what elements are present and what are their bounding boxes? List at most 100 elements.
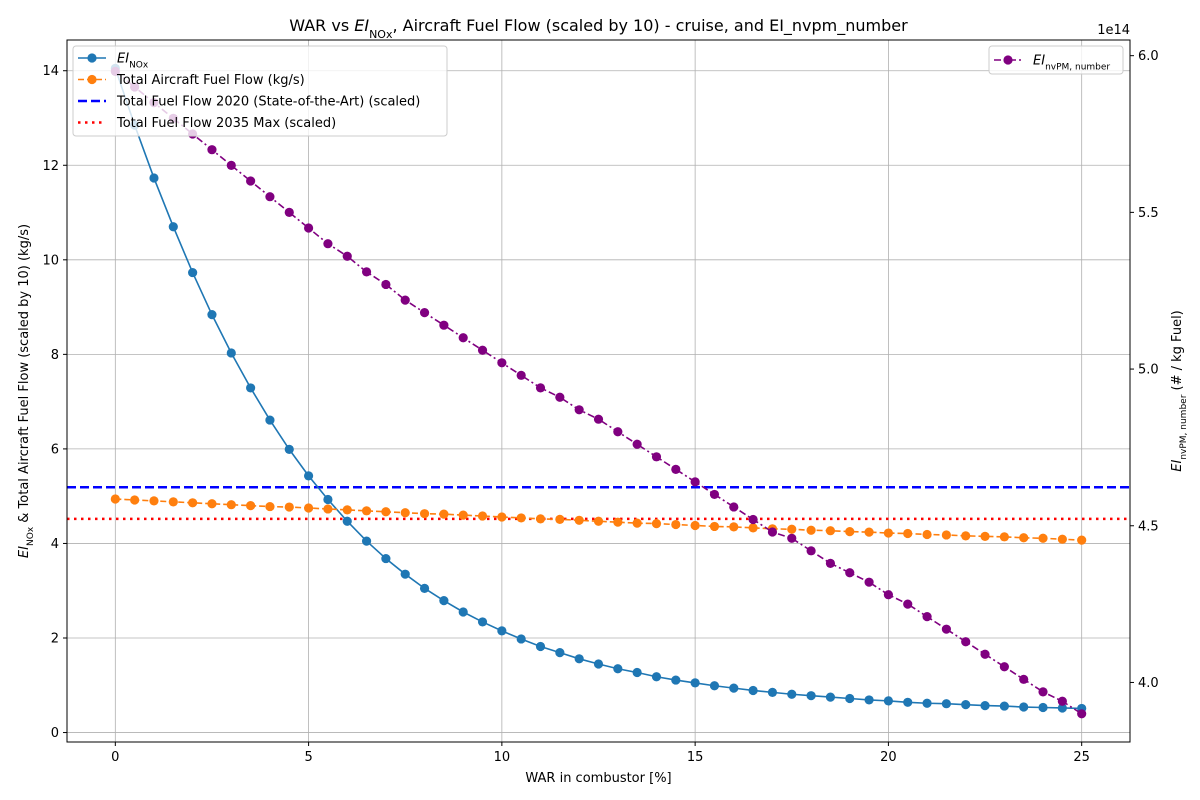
point-nvpm — [729, 502, 739, 512]
point-fuel — [477, 511, 488, 521]
point-einox — [323, 494, 333, 505]
legend-left: EINOx Total Aircraft Fuel Flow (kg/s) Tota… — [72, 45, 448, 137]
point-nvpm — [690, 477, 700, 487]
point-fuel — [342, 505, 352, 515]
point-nvpm — [555, 392, 565, 402]
point-fuel — [303, 503, 314, 513]
point-nvpm — [323, 239, 333, 249]
point-nvpm — [400, 295, 410, 305]
point-fuel — [845, 527, 855, 537]
point-nvpm — [497, 358, 507, 368]
point-einox — [632, 667, 642, 678]
point-einox — [555, 648, 565, 658]
point-nvpm — [1038, 687, 1048, 697]
point-einox — [864, 695, 874, 705]
point-fuel — [555, 514, 565, 524]
point-fuel — [787, 524, 797, 534]
point-fuel — [883, 528, 894, 538]
plot-frame — [66, 39, 1131, 743]
point-nvpm — [535, 383, 546, 393]
point-nvpm — [381, 279, 391, 290]
point-einox — [188, 267, 198, 278]
text-part: Total Aircraft Fuel Flow (kg/s) — [116, 73, 305, 88]
point-nvpm — [922, 612, 932, 622]
point-fuel — [748, 523, 758, 533]
point-fuel — [574, 515, 584, 525]
legend-label-fuel2035: Total Fuel Flow 2035 Max (scaled) — [116, 116, 336, 131]
y-right-tick-label: 4.0 — [1138, 676, 1159, 691]
x-tick-label: 5 — [304, 750, 312, 765]
point-nvpm — [961, 637, 971, 647]
x-tick-label: 10 — [494, 750, 511, 765]
point-fuel — [1038, 533, 1048, 543]
point-nvpm — [342, 251, 352, 261]
point-einox — [651, 672, 662, 682]
point-fuel — [864, 527, 874, 537]
point-einox — [709, 681, 720, 691]
point-fuel — [903, 528, 913, 539]
point-einox — [980, 701, 990, 711]
point-einox — [439, 596, 449, 606]
x-axis-label: WAR in combustor [%] — [525, 771, 671, 786]
ei-subscript: NOx — [369, 28, 393, 41]
y-left-tick-label: 2 — [51, 632, 59, 647]
point-einox — [246, 383, 256, 393]
point-fuel — [439, 509, 449, 519]
point-fuel — [323, 504, 333, 514]
point-fuel — [265, 501, 275, 512]
point-fuel — [690, 520, 700, 531]
y-right-tick-label: 6.0 — [1138, 49, 1159, 64]
point-fuel — [246, 501, 256, 511]
point-fuel — [825, 526, 836, 536]
point-einox — [787, 689, 797, 699]
legend-label-einox: EINOx — [117, 52, 149, 71]
point-einox — [1038, 702, 1048, 713]
point-fuel — [671, 519, 681, 530]
point-einox — [574, 654, 584, 664]
point-einox — [497, 626, 507, 636]
point-fuel — [922, 529, 932, 540]
point-einox — [961, 700, 971, 710]
point-nvpm — [903, 599, 913, 609]
legend-right-box — [988, 45, 1124, 75]
legend-marker-nvpm — [1003, 55, 1013, 65]
point-fuel — [941, 530, 951, 540]
point-einox — [207, 310, 217, 320]
point-einox — [941, 699, 951, 709]
series-line-fuel — [115, 498, 1082, 541]
point-nvpm — [477, 345, 488, 355]
point-einox — [342, 516, 352, 526]
y-left-tick-label: 0 — [51, 726, 59, 741]
point-einox — [284, 444, 294, 454]
point-fuel — [1077, 535, 1087, 545]
point-fuel — [381, 507, 391, 517]
point-nvpm — [787, 533, 797, 543]
legends: EINOx Total Aircraft Fuel Flow (kg/s) Tota… — [72, 45, 1124, 137]
point-nvpm — [651, 452, 662, 462]
point-einox — [400, 569, 410, 579]
y-left-tick-label: 12 — [42, 159, 59, 174]
point-einox — [149, 173, 159, 183]
point-fuel — [651, 519, 662, 529]
point-nvpm — [999, 662, 1009, 672]
point-nvpm — [980, 649, 990, 659]
point-nvpm — [284, 207, 294, 217]
point-nvpm — [632, 439, 642, 449]
point-fuel — [149, 496, 159, 506]
point-nvpm — [439, 320, 449, 330]
point-nvpm — [941, 624, 951, 634]
series-layer — [67, 63, 1130, 719]
legend-label-nvpm: EInvPM, number — [1033, 54, 1110, 73]
ei-symbol: EI — [354, 16, 369, 35]
right-axis-offset-label: 1e14 — [1097, 23, 1130, 38]
grid — [67, 40, 1130, 742]
y-axis-left-label: EINOx & Total Aircraft Fuel Flow (scaled… — [17, 224, 36, 558]
point-nvpm — [806, 546, 816, 556]
y-left-tick-label: 14 — [42, 64, 59, 79]
point-einox — [516, 634, 526, 644]
point-fuel — [168, 497, 178, 507]
point-einox — [999, 701, 1009, 711]
point-fuel — [999, 532, 1009, 542]
legend-label-fuel: Total Aircraft Fuel Flow (kg/s) — [116, 73, 305, 88]
point-einox — [458, 607, 468, 617]
